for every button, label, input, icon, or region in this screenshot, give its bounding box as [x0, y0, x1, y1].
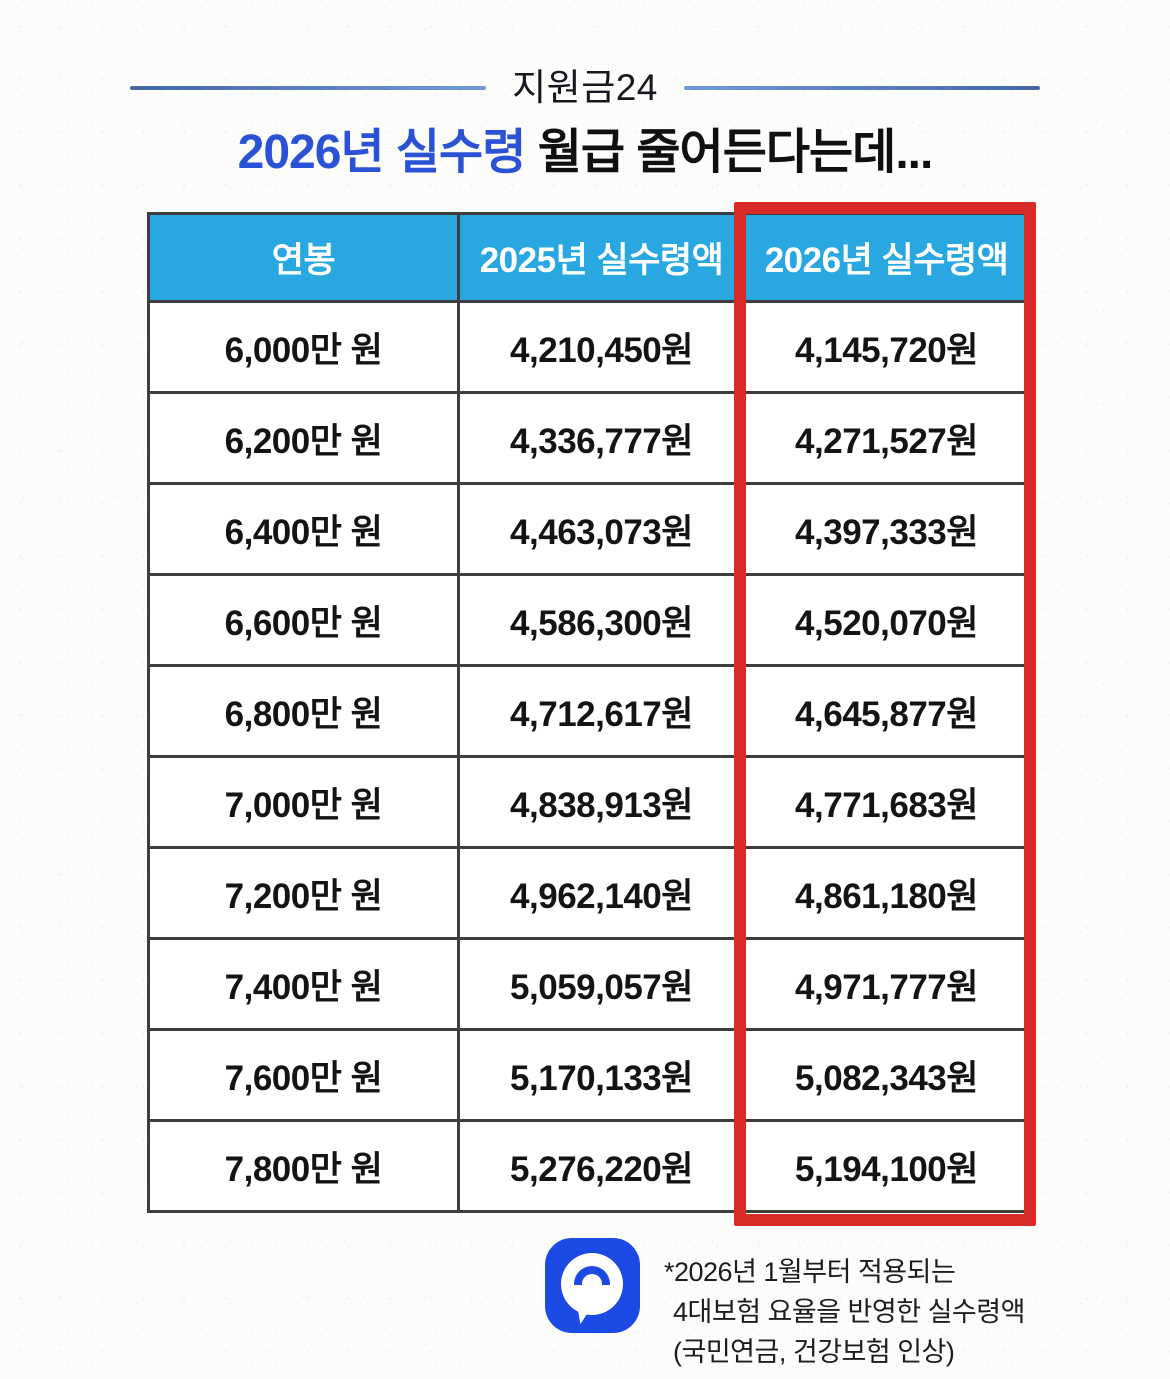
salary-table-wrap: 연봉 2025년 실수령액 2026년 실수령액 6,000만 원 4,210,4… — [147, 202, 1036, 1226]
net-pay-2025-cell: 5,170,133원 — [457, 1028, 746, 1122]
table-row: 7,400만 원 5,059,057원 4,971,777원 — [147, 937, 1030, 1031]
net-pay-2025-cell: 4,336,777원 — [457, 391, 746, 485]
table-row: 7,600만 원 5,170,133원 5,082,343원 — [147, 1028, 1030, 1122]
footnote-line-1: *2026년 1월부터 적용되는 — [664, 1257, 956, 1287]
net-pay-2026-cell: 4,645,877원 — [743, 664, 1030, 758]
net-pay-2025-cell: 4,463,073원 — [457, 482, 746, 576]
annual-salary-cell: 6,200만 원 — [147, 391, 460, 485]
brand-rule-left — [130, 86, 487, 90]
table-row: 7,000만 원 4,838,913원 4,771,683원 — [147, 755, 1030, 849]
annual-salary-cell: 7,000만 원 — [147, 755, 460, 849]
title-highlight: 2026년 실수령 — [237, 126, 527, 179]
net-pay-2026-cell: 4,971,777원 — [743, 937, 1030, 1031]
net-pay-2026-cell: 4,145,720원 — [743, 300, 1030, 394]
net-pay-2025-cell: 4,712,617원 — [457, 664, 746, 758]
bubble-tail-icon — [577, 1306, 595, 1325]
table-row: 7,200만 원 4,962,140원 4,861,180원 — [147, 846, 1030, 940]
annual-salary-cell: 7,200만 원 — [147, 846, 460, 940]
table-row: 6,800만 원 4,712,617원 4,645,877원 — [147, 664, 1030, 758]
net-pay-2025-cell: 5,276,220원 — [457, 1119, 746, 1213]
footnote-line-3: (국민연금, 건강보험 인상) — [673, 1337, 955, 1367]
table-row: 7,800만 원 5,276,220원 5,194,100원 — [147, 1119, 1030, 1213]
title-rest: 월급 줄어든다는데... — [525, 126, 934, 179]
net-pay-2026-cell: 5,082,343원 — [743, 1028, 1030, 1122]
table-row: 6,200만 원 4,336,777원 4,271,527원 — [147, 391, 1030, 485]
brand-row: 지원금24 — [0, 66, 1170, 110]
bubble-arc-icon — [574, 1266, 610, 1285]
col-header-annual-salary: 연봉 — [147, 212, 460, 303]
footnote-line-2: 4대보험 요율을 반영한 실수령액 — [673, 1297, 1025, 1327]
footnote-row: *2026년 1월부터 적용되는 4대보험 요율을 반영한 실수령액 (국민연금… — [545, 1238, 1025, 1372]
net-pay-2026-cell: 4,861,180원 — [743, 846, 1030, 940]
annual-salary-cell: 7,600만 원 — [147, 1028, 460, 1122]
salary-table-body: 6,000만 원 4,210,450원 4,145,720원 6,200만 원 4,33… — [147, 300, 1030, 1213]
table-row: 6,600만 원 4,586,300원 4,520,070원 — [147, 573, 1030, 667]
net-pay-2026-cell: 5,194,100원 — [743, 1119, 1030, 1213]
footnote-text: *2026년 1월부터 적용되는 4대보험 요율을 반영한 실수령액 (국민연금… — [664, 1238, 1025, 1372]
jiwongeum24-logo-icon — [545, 1238, 640, 1333]
table-header-row: 연봉 2025년 실수령액 2026년 실수령액 — [147, 212, 1030, 303]
brand-label: 지원금24 — [512, 67, 658, 108]
annual-salary-cell: 7,400만 원 — [147, 937, 460, 1031]
annual-salary-cell: 6,800만 원 — [147, 664, 460, 758]
net-pay-2025-cell: 4,210,450원 — [457, 300, 746, 394]
net-pay-2025-cell: 5,059,057원 — [457, 937, 746, 1031]
col-header-net-2025: 2025년 실수령액 — [457, 212, 746, 303]
annual-salary-cell: 7,800만 원 — [147, 1119, 460, 1213]
table-row: 6,000만 원 4,210,450원 4,145,720원 — [147, 300, 1030, 394]
net-pay-2026-cell: 4,520,070원 — [743, 573, 1030, 667]
speech-bubble-icon — [561, 1253, 623, 1325]
table-row: 6,400만 원 4,463,073원 4,397,333원 — [147, 482, 1030, 576]
annual-salary-cell: 6,400만 원 — [147, 482, 460, 576]
salary-table: 연봉 2025년 실수령액 2026년 실수령액 6,000만 원 4,210,4… — [147, 212, 1030, 1213]
annual-salary-cell: 6,000만 원 — [147, 300, 460, 394]
brand-rule-right — [683, 86, 1040, 90]
net-pay-2026-cell: 4,771,683원 — [743, 755, 1030, 849]
net-pay-2025-cell: 4,838,913원 — [457, 755, 746, 849]
net-pay-2025-cell: 4,962,140원 — [457, 846, 746, 940]
page-title: 2026년 실수령 월급 줄어든다는데... — [0, 124, 1170, 182]
net-pay-2026-cell: 4,271,527원 — [743, 391, 1030, 485]
net-pay-2026-cell: 4,397,333원 — [743, 482, 1030, 576]
net-pay-2025-cell: 4,586,300원 — [457, 573, 746, 667]
col-header-net-2026: 2026년 실수령액 — [743, 212, 1030, 303]
annual-salary-cell: 6,600만 원 — [147, 573, 460, 667]
